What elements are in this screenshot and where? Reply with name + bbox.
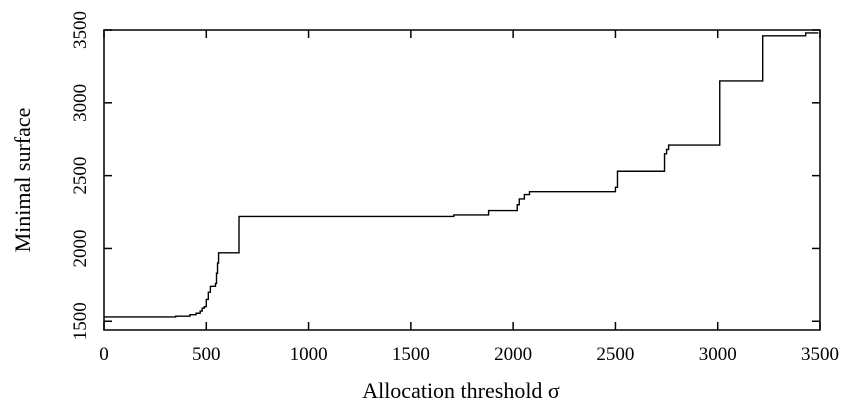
x-axis-label: Allocation threshold σ: [362, 378, 560, 403]
y-tick-label: 1500: [70, 302, 91, 340]
y-tick-label: 2500: [70, 157, 91, 195]
plot-frame: [103, 29, 821, 331]
x-tick-label: 0: [99, 344, 109, 365]
x-tick-label: 1000: [290, 344, 328, 365]
series-line: [104, 32, 819, 318]
y-axis-label: Minimal surface: [10, 108, 35, 253]
x-tick-label: 3000: [699, 344, 737, 365]
y-tick-label: 3000: [70, 84, 91, 122]
y-tick-label: 3500: [70, 11, 91, 49]
y-tick-label: 2000: [70, 229, 91, 267]
x-tick-label: 2000: [494, 344, 532, 365]
x-tick-label: 2500: [596, 344, 634, 365]
x-tick-label: 3500: [801, 344, 839, 365]
x-tick-label: 500: [192, 344, 221, 365]
x-tick-label: 1500: [392, 344, 430, 365]
